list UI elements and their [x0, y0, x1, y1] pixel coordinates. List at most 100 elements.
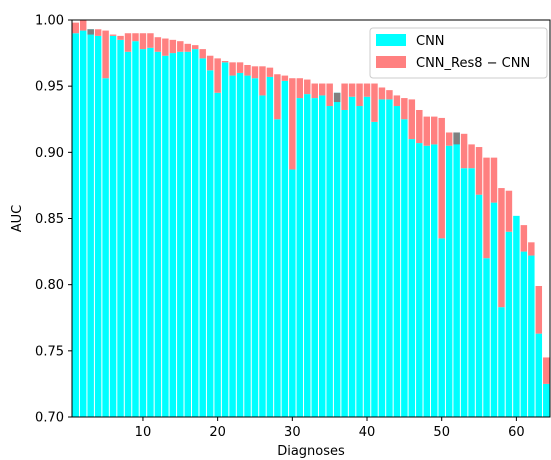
legend-label-difference: CNN_Res8 − CNN [416, 56, 530, 71]
bar-cnn [528, 255, 535, 417]
bar-difference [483, 157, 490, 259]
bar-difference [199, 49, 206, 59]
x-ticks: 10 20 30 40 50 60 [135, 417, 525, 440]
bar-cnn [408, 139, 416, 417]
bar-difference [535, 285, 543, 334]
bar-difference [378, 87, 386, 100]
bar-cnn [259, 95, 266, 417]
bar-cnn [543, 383, 550, 417]
x-tick-label: 50 [433, 425, 450, 440]
bar-cnn [304, 94, 311, 417]
x-tick-label: 40 [359, 425, 376, 440]
bar-cnn [184, 51, 191, 417]
bar-cnn [236, 72, 244, 417]
bar-difference [408, 99, 416, 140]
bar-difference [498, 188, 505, 308]
bar-difference [109, 34, 117, 36]
bar-difference [528, 242, 535, 256]
bar-difference [117, 35, 124, 40]
bar-cnn [505, 231, 513, 417]
bar-difference [154, 37, 162, 52]
bar-difference [162, 38, 169, 56]
bar-cnn [221, 62, 229, 417]
bar-difference [371, 83, 378, 122]
bar-cnn [169, 53, 177, 417]
bar-difference [318, 83, 326, 96]
bar-difference [363, 83, 371, 97]
x-axis-title: Diagnoses [277, 444, 345, 459]
bar-difference [184, 43, 191, 52]
y-tick-label: 0.75 [35, 344, 64, 359]
y-tick-label: 1.00 [35, 14, 64, 29]
bar-difference [438, 117, 445, 239]
x-tick-label: 10 [135, 425, 152, 440]
bar-difference [94, 29, 102, 36]
bar-cnn [206, 70, 214, 417]
bar-cnn [109, 35, 117, 417]
bar-cnn [445, 145, 453, 417]
bar-difference [445, 132, 453, 146]
bar-cnn [244, 75, 251, 417]
bar-cnn [139, 49, 147, 417]
legend-swatch-cnn [376, 34, 406, 46]
bar-cnn [490, 202, 498, 417]
bar-difference [460, 133, 468, 169]
bar-cnn [117, 39, 124, 417]
y-tick-label: 0.70 [35, 411, 64, 426]
bar-cnn [87, 29, 94, 417]
bar-difference [401, 98, 408, 120]
bar-difference [453, 132, 460, 145]
legend-label-cnn: CNN [416, 34, 445, 49]
bar-cnn [535, 333, 543, 417]
bar-difference [177, 41, 184, 52]
bar-cnn [438, 238, 445, 417]
bar-cnn [333, 92, 341, 417]
bar-cnn [251, 78, 259, 417]
bar-difference [79, 20, 87, 31]
bar-cnn [296, 98, 304, 417]
bar-difference [221, 61, 229, 63]
bar-cnn [498, 307, 505, 417]
bar-difference [393, 95, 401, 107]
bar-cnn [371, 121, 378, 417]
bar-difference [468, 144, 475, 169]
bar-difference [386, 90, 393, 100]
bar-cnn [423, 145, 430, 417]
bar-cnn [132, 41, 139, 417]
y-axis-title: AUC [10, 205, 25, 233]
x-tick-label: 20 [209, 425, 226, 440]
bar-cnn [266, 76, 274, 417]
bar-difference [244, 64, 251, 76]
bar-difference [490, 157, 498, 203]
bar-difference [333, 92, 341, 103]
bar-cnn [341, 109, 348, 417]
bar-difference [423, 116, 430, 146]
bar-difference [356, 83, 363, 107]
bar-difference [281, 75, 289, 81]
bar-difference [289, 78, 296, 170]
bar-cnn [386, 99, 393, 417]
bar-cnn [431, 144, 438, 417]
bar-difference [214, 58, 221, 93]
bar-difference [259, 66, 266, 96]
bar-difference [475, 147, 483, 195]
bar-difference [251, 66, 259, 79]
bar-difference [326, 83, 333, 107]
bar-cnn [475, 194, 483, 417]
bar-cnn [460, 168, 468, 417]
bar-difference [520, 225, 528, 252]
x-tick-label: 60 [508, 425, 525, 440]
bar-difference [505, 190, 513, 232]
bar-cnn [124, 51, 132, 417]
y-tick-label: 0.85 [35, 212, 64, 227]
bar-cnn [318, 95, 326, 417]
y-tick-label: 0.80 [35, 278, 64, 293]
bar-difference [311, 83, 318, 99]
bar-cnn [214, 92, 221, 417]
bar-cnn [483, 258, 490, 417]
bar-cnn [356, 106, 363, 417]
bar-cnn [311, 98, 318, 417]
bar-difference [348, 83, 356, 97]
bar-cnn [147, 47, 154, 417]
